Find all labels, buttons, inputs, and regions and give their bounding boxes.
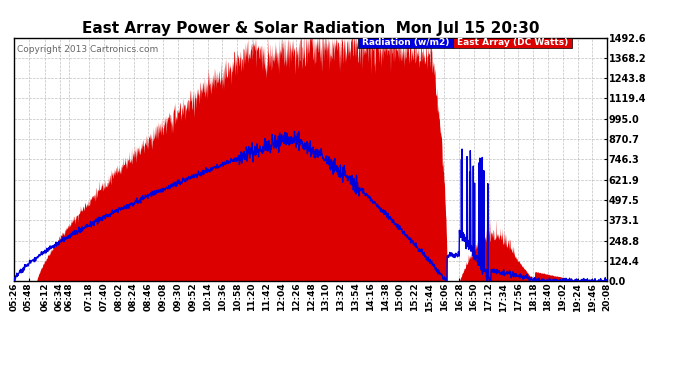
FancyBboxPatch shape [453,38,571,48]
Text: Copyright 2013 Cartronics.com: Copyright 2013 Cartronics.com [17,45,158,54]
Title: East Array Power & Solar Radiation  Mon Jul 15 20:30: East Array Power & Solar Radiation Mon J… [81,21,540,36]
Text: East Array (DC Watts): East Array (DC Watts) [457,39,568,48]
Text: Radiation (w/m2): Radiation (w/m2) [362,39,449,48]
FancyBboxPatch shape [358,38,453,48]
